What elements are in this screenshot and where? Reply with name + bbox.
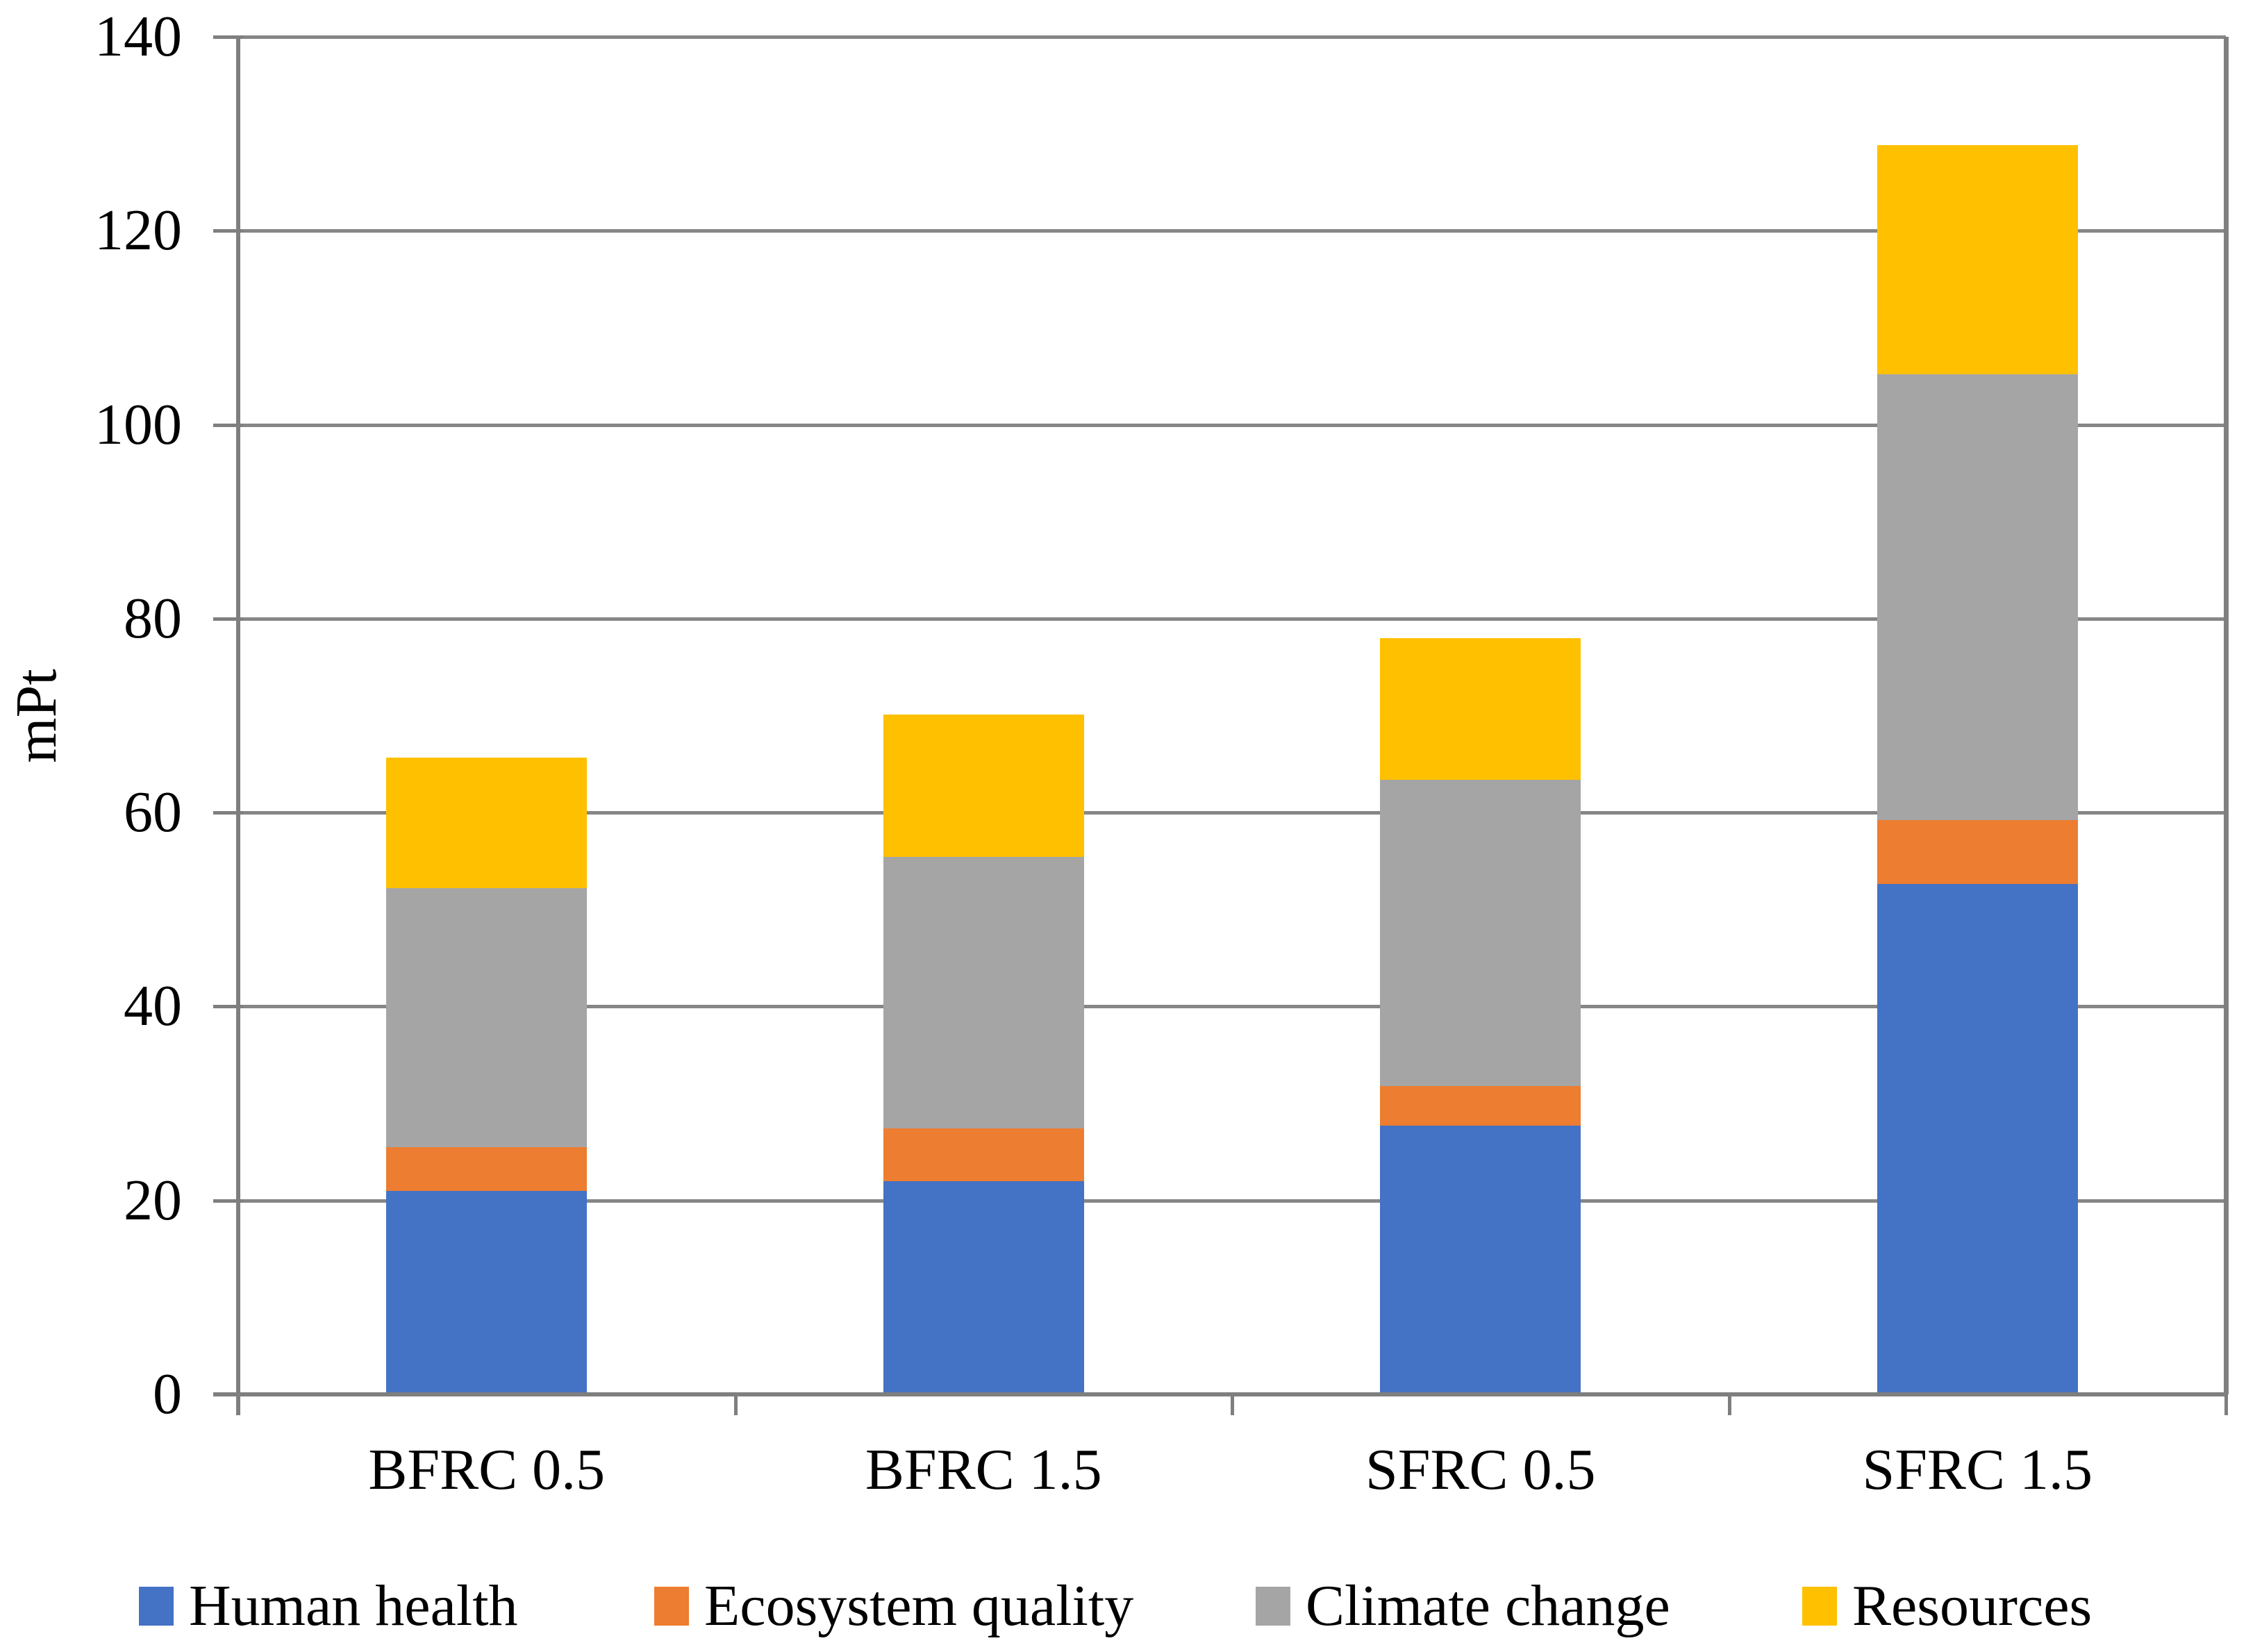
plot-right-border <box>2224 37 2229 1394</box>
y-tick-40 <box>213 1005 243 1009</box>
bar-bfrc-1-5-segment-resources <box>883 715 1084 858</box>
x-tick-boundary-2 <box>1231 1394 1234 1415</box>
legend-item-human-health: Human health <box>139 1575 518 1637</box>
x-category-label-sfrc-1-5: SFRC 1.5 <box>1862 1437 2093 1502</box>
bar-bfrc-1-5-segment-climate-change <box>883 857 1084 1129</box>
bar-bfrc-0-5-segment-climate-change <box>386 888 588 1147</box>
x-tick-boundary-3 <box>1727 1394 1731 1415</box>
legend-item-climate-change: Climate change <box>1256 1575 1670 1637</box>
x-category-label-bfrc-1-5: BFRC 1.5 <box>865 1437 1102 1502</box>
x-tick-boundary-4 <box>2224 1394 2228 1415</box>
x-category-label-bfrc-0-5: BFRC 0.5 <box>368 1437 606 1502</box>
y-tick-label-0: 0 <box>153 1362 182 1426</box>
bar-sfrc-0-5-segment-human-health <box>1380 1126 1581 1394</box>
gridline-40 <box>238 1005 2226 1009</box>
bar-sfrc-0-5-segment-resources <box>1380 637 1581 780</box>
x-tick-boundary-1 <box>733 1394 738 1415</box>
bar-sfrc-0-5-segment-ecosystem-quality <box>1380 1085 1581 1126</box>
bar-sfrc-1-5-segment-climate-change <box>1877 374 2078 821</box>
bar-bfrc-0-5-segment-resources <box>386 757 588 889</box>
y-tick-120 <box>213 229 243 233</box>
x-axis-line <box>213 1392 2226 1396</box>
legend-label-resources: Resources <box>1852 1574 2093 1638</box>
legend-label-ecosystem-quality: Ecosystem quality <box>704 1574 1134 1638</box>
legend-swatch-ecosystem-quality <box>654 1587 689 1626</box>
legend-swatch-human-health <box>139 1587 174 1626</box>
y-tick-60 <box>213 811 243 815</box>
y-tick-100 <box>213 423 243 427</box>
y-tick-20 <box>213 1199 243 1203</box>
legend-label-human-health: Human health <box>189 1574 518 1638</box>
y-tick-140 <box>213 35 243 39</box>
y-tick-80 <box>213 617 243 621</box>
y-tick-label-40: 40 <box>124 974 182 1039</box>
y-axis-line <box>236 37 240 1415</box>
bar-sfrc-1-5-segment-resources <box>1877 145 2078 374</box>
bar-bfrc-0-5-segment-human-health <box>386 1190 588 1394</box>
bar-bfrc-1-5-segment-ecosystem-quality <box>883 1128 1084 1181</box>
gridline-80 <box>238 617 2226 621</box>
y-tick-label-140: 140 <box>94 4 182 69</box>
gridline-120 <box>238 229 2226 233</box>
y-tick-label-120: 120 <box>94 198 182 263</box>
y-tick-label-20: 20 <box>124 1167 182 1233</box>
y-tick-label-60: 60 <box>124 780 182 845</box>
bar-sfrc-0-5-segment-climate-change <box>1380 779 1581 1086</box>
bar-sfrc-1-5-segment-human-health <box>1877 884 2078 1394</box>
gridline-100 <box>238 423 2226 427</box>
bar-sfrc-1-5-segment-ecosystem-quality <box>1877 820 2078 885</box>
legend-label-climate-change: Climate change <box>1306 1574 1670 1638</box>
x-tick-boundary-0 <box>237 1394 240 1415</box>
legend-item-resources: Resources <box>1802 1575 2092 1637</box>
gridline-60 <box>238 811 2226 815</box>
y-tick-label-100: 100 <box>94 392 182 457</box>
legend-item-ecosystem-quality: Ecosystem quality <box>654 1575 1133 1637</box>
legend-swatch-resources <box>1802 1587 1837 1626</box>
bar-bfrc-0-5-segment-ecosystem-quality <box>386 1146 588 1191</box>
y-tick-label-80: 80 <box>124 585 182 651</box>
gridline-20 <box>238 1199 2226 1203</box>
y-axis-title: mPt <box>4 668 69 763</box>
bar-bfrc-1-5-segment-human-health <box>883 1180 1084 1394</box>
legend-swatch-climate-change <box>1256 1587 1290 1626</box>
gridline-140 <box>238 35 2226 39</box>
x-category-label-sfrc-0-5: SFRC 0.5 <box>1365 1437 1596 1502</box>
